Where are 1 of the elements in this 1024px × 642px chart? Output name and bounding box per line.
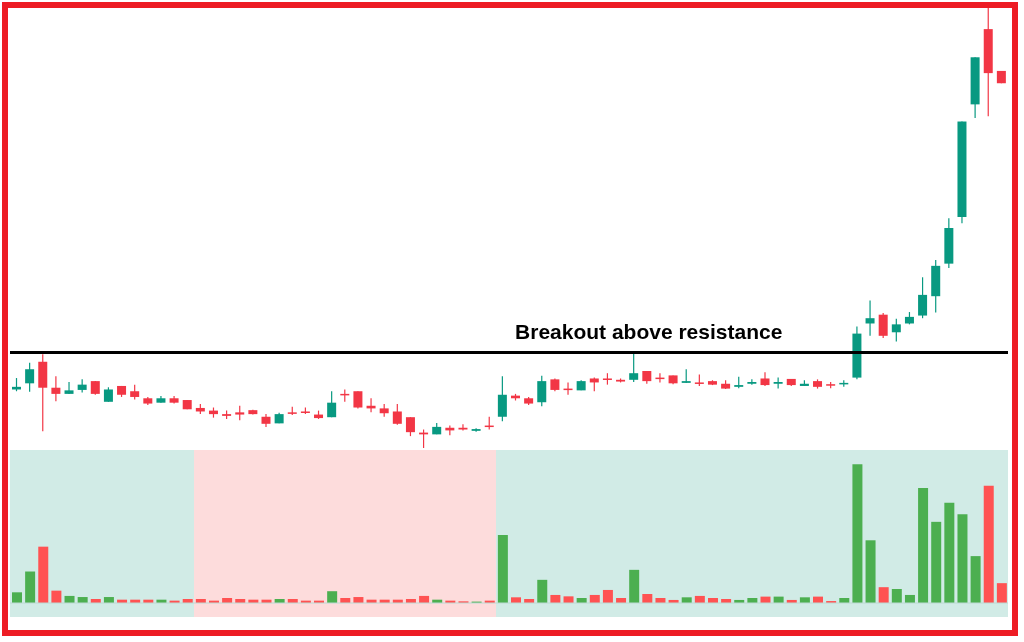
ref-line-label: Breakout above resistance — [515, 319, 783, 343]
